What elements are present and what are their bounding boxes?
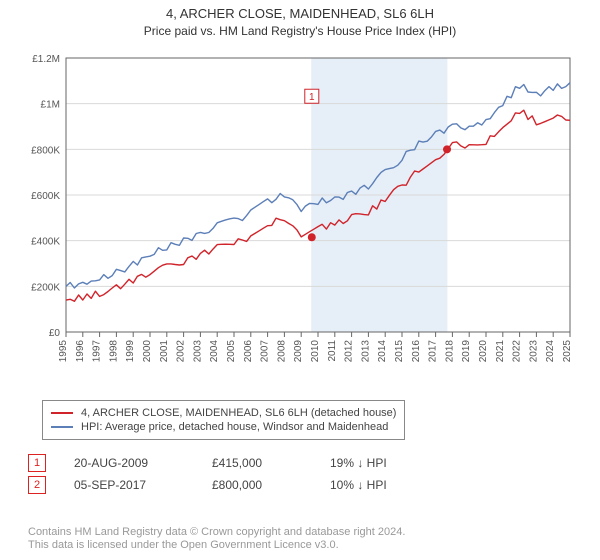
svg-text:£600K: £600K (31, 191, 60, 202)
legend-label: 4, ARCHER CLOSE, MAIDENHEAD, SL6 6LH (de… (81, 407, 396, 419)
footer-line-1: Contains HM Land Registry data © Crown c… (28, 526, 405, 538)
svg-text:1995: 1995 (58, 340, 69, 363)
legend-label: HPI: Average price, detached house, Wind… (81, 421, 388, 433)
event-delta: 19% ↓ HPI (330, 456, 387, 470)
event-badge: 2 (28, 476, 46, 494)
svg-text:2017: 2017 (428, 340, 439, 363)
legend-swatch (51, 412, 73, 414)
svg-text:2022: 2022 (512, 340, 523, 363)
svg-text:2002: 2002 (176, 340, 187, 363)
svg-text:1996: 1996 (75, 340, 86, 363)
svg-text:1998: 1998 (108, 340, 119, 363)
price-chart: £0 £200K £400K £600K £800K £1M £1.2M 1995 1996 19… (20, 50, 580, 390)
svg-text:2004: 2004 (209, 340, 220, 363)
svg-text:2001: 2001 (159, 340, 170, 363)
svg-text:2007: 2007 (260, 340, 271, 363)
event-badge: 1 (28, 454, 46, 472)
event-row: 2 05-SEP-2017 £800,000 10% ↓ HPI (28, 476, 387, 494)
svg-text:2008: 2008 (276, 340, 287, 363)
svg-text:2015: 2015 (394, 340, 405, 363)
svg-text:2014: 2014 (377, 340, 388, 363)
legend-item: HPI: Average price, detached house, Wind… (51, 421, 396, 433)
legend: 4, ARCHER CLOSE, MAIDENHEAD, SL6 6LH (de… (42, 400, 405, 440)
svg-text:2024: 2024 (545, 340, 556, 363)
footer-line-2: This data is licensed under the Open Gov… (28, 539, 405, 551)
page-subtitle: Price paid vs. HM Land Registry's House … (0, 24, 600, 38)
footer: Contains HM Land Registry data © Crown c… (28, 525, 405, 552)
svg-text:1999: 1999 (125, 340, 136, 363)
svg-text:2010: 2010 (310, 340, 321, 363)
event-date: 20-AUG-2009 (74, 456, 184, 470)
svg-text:2005: 2005 (226, 340, 237, 363)
svg-text:£1M: £1M (41, 100, 60, 111)
svg-text:2011: 2011 (327, 340, 338, 362)
svg-text:2020: 2020 (478, 340, 489, 363)
svg-text:£800K: £800K (31, 145, 60, 156)
svg-text:2013: 2013 (360, 340, 371, 363)
legend-swatch (51, 426, 73, 428)
legend-item: 4, ARCHER CLOSE, MAIDENHEAD, SL6 6LH (de… (51, 407, 396, 419)
svg-text:1: 1 (309, 92, 315, 103)
event-date: 05-SEP-2017 (74, 478, 184, 492)
svg-text:£200K: £200K (31, 282, 60, 293)
svg-text:2009: 2009 (293, 340, 304, 363)
svg-text:2018: 2018 (444, 340, 455, 363)
svg-text:£0: £0 (49, 328, 61, 339)
page-title: 4, ARCHER CLOSE, MAIDENHEAD, SL6 6LH (0, 6, 600, 21)
svg-text:£400K: £400K (31, 237, 60, 248)
svg-text:2000: 2000 (142, 340, 153, 363)
event-row: 1 20-AUG-2009 £415,000 19% ↓ HPI (28, 454, 387, 472)
svg-text:2006: 2006 (243, 340, 254, 363)
svg-text:1997: 1997 (92, 340, 103, 363)
event-price: £415,000 (212, 456, 302, 470)
svg-text:£1.2M: £1.2M (32, 54, 60, 65)
svg-text:2003: 2003 (192, 340, 203, 363)
svg-text:2023: 2023 (528, 340, 539, 363)
svg-text:2021: 2021 (495, 340, 506, 363)
event-price: £800,000 (212, 478, 302, 492)
svg-text:2012: 2012 (344, 340, 355, 363)
svg-text:2019: 2019 (461, 340, 472, 363)
event-delta: 10% ↓ HPI (330, 478, 387, 492)
events-table: 1 20-AUG-2009 £415,000 19% ↓ HPI 2 05-SEP-201… (28, 450, 387, 498)
svg-text:2016: 2016 (411, 340, 422, 363)
svg-text:2025: 2025 (562, 340, 573, 363)
